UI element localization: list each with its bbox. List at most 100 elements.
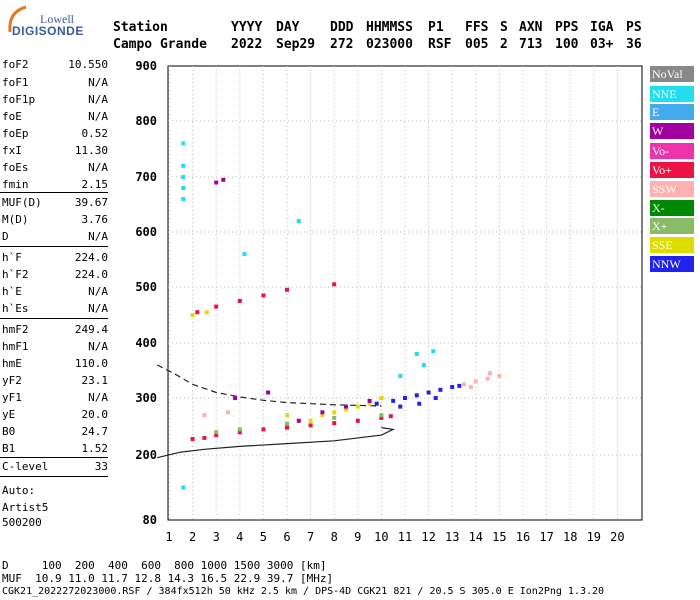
param-row: hmF2 249.4 xyxy=(0,323,108,337)
divider xyxy=(0,318,108,319)
echo-point-nnw xyxy=(398,404,403,409)
x-tick-label: 14 xyxy=(469,530,483,544)
echo-point-vo+ xyxy=(214,304,219,309)
echo-point-w xyxy=(214,180,219,185)
echo-point-w xyxy=(221,177,226,182)
header-label-ddd: DDD xyxy=(330,20,354,35)
echo-point-nnw xyxy=(374,401,379,406)
echo-point-ssw xyxy=(497,374,502,378)
param-row: foEs N/A xyxy=(0,161,108,175)
x-tick-label: 6 xyxy=(283,530,290,544)
echo-point-nnw xyxy=(433,396,438,400)
param-key: hmF1 xyxy=(2,340,29,353)
echo-point-ssw xyxy=(488,371,492,376)
param-row: yF1 N/A xyxy=(0,391,108,405)
echo-point-w xyxy=(344,404,348,409)
param-key: foE xyxy=(2,110,22,123)
param-value: N/A xyxy=(88,340,108,353)
echo-point-w xyxy=(367,398,372,403)
echo-point-sse xyxy=(332,410,337,415)
param-value: 33 xyxy=(94,460,108,473)
x-tick-label: 2 xyxy=(189,530,196,544)
param-row: foE N/A xyxy=(0,110,108,124)
x-tick-label: 4 xyxy=(236,530,243,544)
param-value: N/A xyxy=(88,110,108,123)
param-key: yE xyxy=(2,408,16,421)
dashed-profile-curve xyxy=(156,364,382,407)
param-value: N/A xyxy=(88,302,108,315)
header-value-iga: 03+ xyxy=(590,37,614,52)
echo-point-vo+ xyxy=(237,299,242,303)
header-label-ffs: FFS xyxy=(465,20,489,35)
param-key: M(D) xyxy=(2,213,29,226)
echo-point-nnw xyxy=(450,385,455,389)
param-key: D xyxy=(2,230,9,243)
legend-vo-plus: Vo+ xyxy=(650,162,694,178)
x-tick-label: 9 xyxy=(354,530,361,544)
echo-point-sse xyxy=(190,313,195,317)
legend-w: W xyxy=(650,123,694,139)
echo-point-sse xyxy=(344,407,348,412)
logo-name: DIGISONDE xyxy=(12,24,84,38)
echo-point-x+ xyxy=(214,430,219,435)
legend-sse: SSE xyxy=(650,237,694,253)
param-value: 224.0 xyxy=(74,251,108,264)
x-tick-label: 3 xyxy=(213,530,220,544)
param-row: foEp 0.52 xyxy=(0,127,108,141)
header-value-ffs: 005 xyxy=(465,37,489,52)
echo-point-sse xyxy=(285,413,289,418)
echo-point-vo+ xyxy=(332,282,337,287)
legend-noval: NoVal xyxy=(650,66,694,82)
x-tick-label: 11 xyxy=(398,530,412,544)
echo-point-vo+ xyxy=(379,415,384,420)
echo-point-nne xyxy=(242,252,247,256)
echo-point-vo+ xyxy=(285,425,289,430)
y-tick-label: 200 xyxy=(135,448,157,462)
echo-point-vo+ xyxy=(190,437,195,441)
echo-point-nne xyxy=(181,175,186,179)
divider xyxy=(0,246,108,247)
param-key: hmF2 xyxy=(2,323,29,336)
y-tick-label: 700 xyxy=(135,170,157,184)
divider xyxy=(0,192,108,193)
header-label-s: S xyxy=(500,20,508,35)
echo-point-w xyxy=(233,396,238,400)
auto-code: 500200 xyxy=(2,516,42,529)
param-key: foEs xyxy=(2,161,29,174)
auto-artist: Artist5 xyxy=(2,501,49,514)
param-key: fmin xyxy=(2,178,29,191)
logo-arc-icon xyxy=(8,5,27,33)
echo-point-vo+ xyxy=(355,418,360,423)
param-row: h`Es N/A xyxy=(0,302,108,316)
param-row: h`E N/A xyxy=(0,285,108,299)
y-tick-label: 400 xyxy=(135,336,157,350)
x-tick-label: 1 xyxy=(165,530,172,544)
echo-point-ssw xyxy=(485,376,490,381)
divider xyxy=(0,476,108,477)
param-row: foF2 10.550 xyxy=(0,58,108,72)
param-row: B0 24.7 xyxy=(0,425,108,439)
param-key: fxI xyxy=(2,144,22,157)
auto-label: Auto: xyxy=(2,484,36,497)
logo-brand: Lowell xyxy=(40,12,74,26)
x-tick-label: 15 xyxy=(492,530,506,544)
legend-x-minus: X- xyxy=(650,200,694,216)
param-value: 110.0 xyxy=(74,357,108,370)
param-key: h`F2 xyxy=(2,268,29,281)
x-tick-label: 19 xyxy=(587,530,601,544)
legend-ssw: SSW xyxy=(650,181,694,197)
header-value-ps: 36 xyxy=(626,37,642,52)
header-value-yyyy: 2022 xyxy=(231,37,263,52)
profile-curves xyxy=(156,364,396,459)
y-tick-label: 80 xyxy=(143,513,157,527)
header: Station YYYY DAY DDD HHMMSS P1 FFS S AXN… xyxy=(0,0,700,56)
param-value: 249.4 xyxy=(74,323,108,336)
footer-distance-line: D 100 200 400 600 800 1000 1500 3000 [km… xyxy=(2,559,327,572)
echo-point-nnw xyxy=(391,398,396,403)
legend-vo-minus: Vo- xyxy=(650,143,694,159)
param-value: 39.67 xyxy=(74,196,108,209)
echo-point-x+ xyxy=(379,413,384,418)
echo-point-nne xyxy=(421,363,426,367)
header-value-hhmmss: 023000 xyxy=(366,37,413,52)
